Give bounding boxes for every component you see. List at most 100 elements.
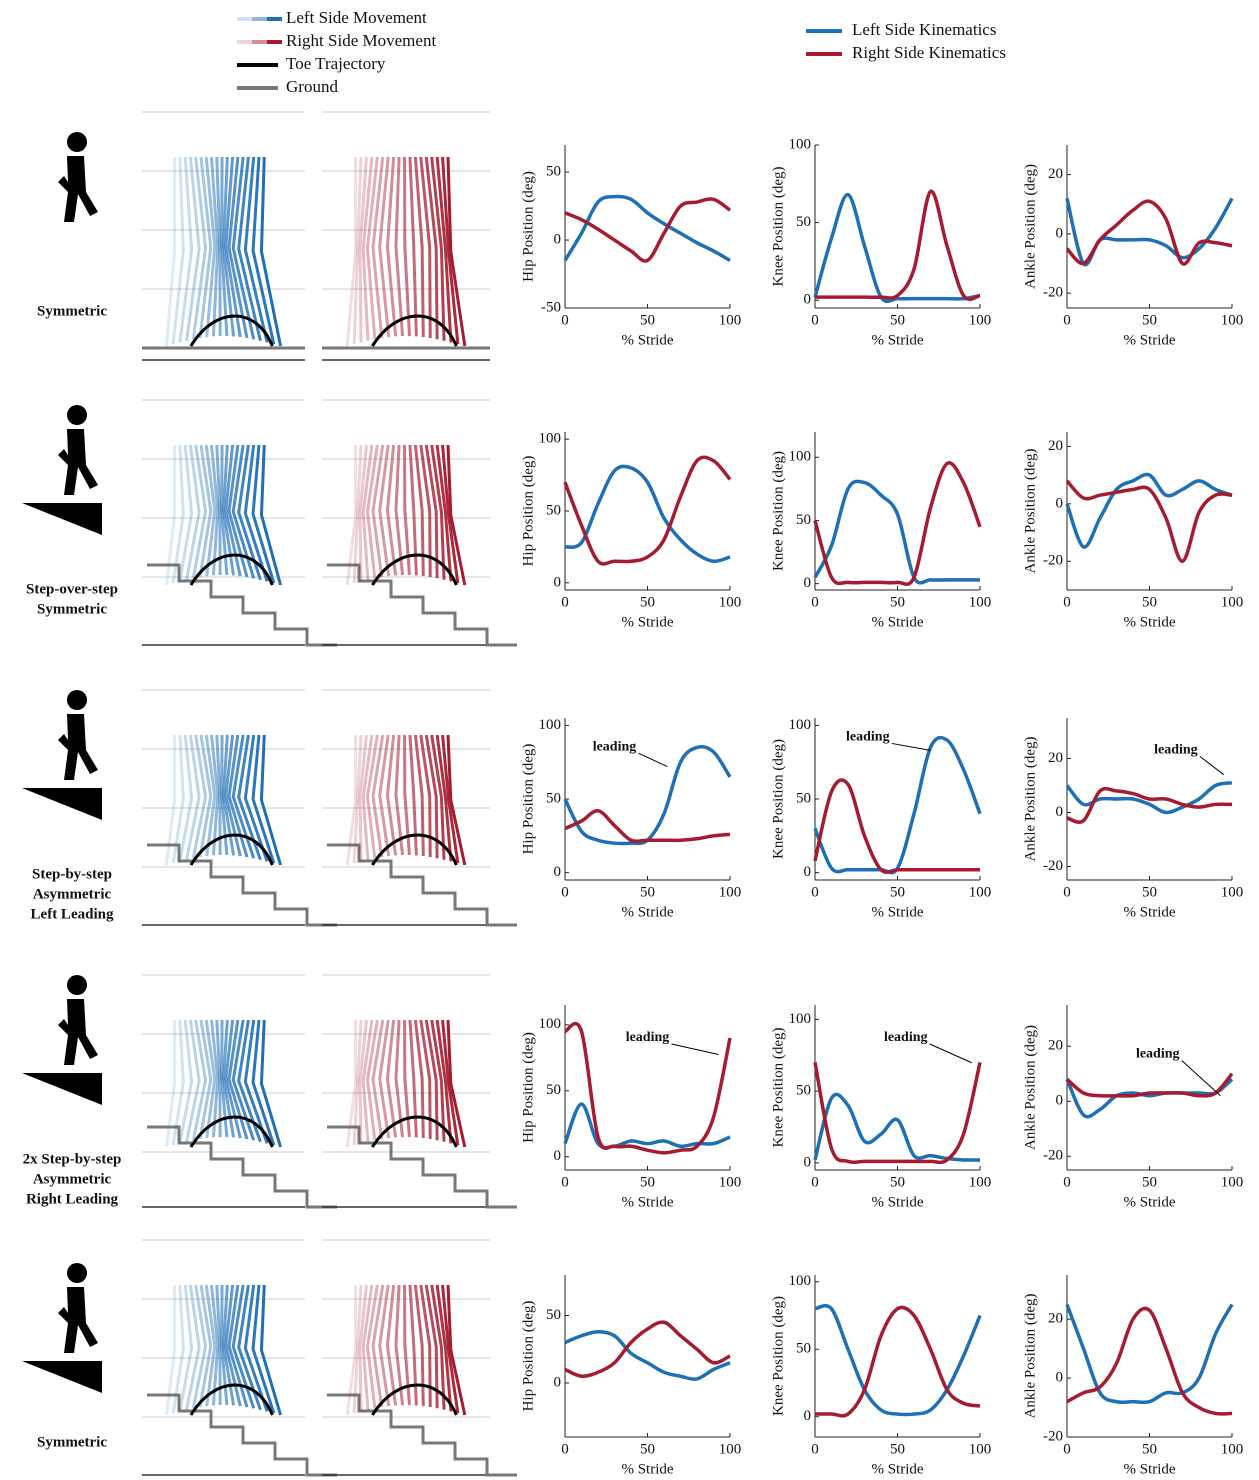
x-axis-label: % Stride — [621, 332, 673, 348]
row-label: Step-by-step — [32, 866, 112, 882]
row-label: Step-over-step — [26, 581, 118, 597]
x-tick-label: 0 — [811, 594, 819, 610]
person-icon — [22, 405, 102, 535]
y-axis-label: Knee Position (deg) — [770, 167, 786, 287]
x-tick-label: 0 — [811, 312, 819, 328]
y-tick-label: 0 — [804, 864, 812, 880]
annotation-pointer — [1182, 1061, 1221, 1096]
y-tick-label: 20 — [1048, 166, 1063, 182]
y-tick-label: 50 — [796, 1341, 811, 1357]
series-line — [565, 1104, 730, 1148]
leg-stick — [387, 1285, 395, 1405]
icon-stairs — [22, 503, 102, 535]
y-tick-label: -20 — [1043, 285, 1063, 301]
y-tick-label: 50 — [546, 164, 561, 180]
y-tick-label: 0 — [554, 1374, 562, 1390]
x-tick-label: 0 — [1063, 884, 1071, 900]
annotation-pointer — [672, 1044, 719, 1055]
x-tick-label: 50 — [640, 594, 655, 610]
annotation-pointer — [639, 753, 668, 766]
row-label: Asymmetric — [33, 1171, 112, 1187]
y-tick-label: 20 — [1048, 1311, 1063, 1327]
x-tick-label: 50 — [1142, 884, 1157, 900]
x-axis-label: % Stride — [621, 1461, 673, 1477]
annotation: leading — [626, 1030, 670, 1045]
x-axis-label: % Stride — [1123, 904, 1175, 920]
y-tick-label: 0 — [1056, 804, 1064, 820]
legend-label: Ground — [286, 77, 338, 96]
x-tick-label: 0 — [561, 594, 569, 610]
y-tick-label: -20 — [1043, 858, 1063, 874]
x-tick-label: 100 — [1221, 884, 1244, 900]
icon-body — [58, 429, 98, 495]
leg-stick — [261, 1285, 280, 1415]
icon-body — [58, 714, 98, 780]
annotation-pointer — [930, 1044, 972, 1063]
y-tick-label: 0 — [1056, 495, 1064, 511]
x-axis-label: % Stride — [1123, 1194, 1175, 1210]
y-tick-label: 100 — [539, 717, 562, 733]
series-line — [815, 195, 980, 302]
series-line — [565, 1322, 730, 1376]
y-tick-label: 100 — [539, 1016, 562, 1032]
row-label: Symmetric — [37, 601, 107, 617]
x-tick-label: 50 — [640, 884, 655, 900]
y-tick-label: 50 — [796, 790, 811, 806]
row-label: Right Leading — [26, 1191, 119, 1207]
x-tick-label: 100 — [1221, 1441, 1244, 1457]
icon-stairs — [22, 1361, 102, 1393]
x-tick-label: 100 — [719, 1441, 742, 1457]
x-tick-label: 0 — [811, 884, 819, 900]
x-axis-label: % Stride — [871, 332, 923, 348]
leg-stick — [387, 1020, 395, 1137]
series-line — [1067, 475, 1232, 548]
x-axis-label: % Stride — [871, 1461, 923, 1477]
y-tick-label: 100 — [789, 449, 812, 465]
series-line — [1067, 1079, 1232, 1116]
y-axis-label: Ankle Position (deg) — [1022, 449, 1038, 574]
y-tick-label: -20 — [1043, 553, 1063, 569]
x-tick-label: 100 — [719, 594, 742, 610]
series-line — [815, 463, 980, 585]
leg-stick — [387, 157, 395, 336]
legend-label: Toe Trajectory — [286, 54, 386, 73]
y-tick-label: 100 — [789, 717, 812, 733]
series-line — [565, 457, 730, 564]
x-tick-label: 0 — [561, 884, 569, 900]
icon-head — [67, 690, 87, 710]
leg-stick — [261, 1020, 280, 1147]
y-axis-label: Knee Position (deg) — [770, 1028, 786, 1148]
annotation: leading — [884, 1030, 928, 1045]
x-tick-label: 50 — [890, 1441, 905, 1457]
y-tick-label: -20 — [1043, 1428, 1063, 1444]
person-icon — [22, 690, 102, 820]
y-tick-label: 20 — [1048, 1038, 1063, 1054]
y-tick-label: 0 — [1056, 225, 1064, 241]
x-tick-label: 100 — [719, 884, 742, 900]
y-tick-label: 0 — [554, 232, 562, 248]
x-tick-label: 50 — [1142, 1441, 1157, 1457]
y-tick-label: 0 — [554, 864, 562, 880]
y-tick-label: 0 — [804, 1154, 812, 1170]
row-label: 2x Step-by-step — [23, 1151, 122, 1167]
series-line — [565, 196, 730, 260]
x-axis-label: % Stride — [621, 614, 673, 630]
x-tick-label: 0 — [811, 1441, 819, 1457]
x-axis-label: % Stride — [871, 1194, 923, 1210]
figure: Left Side MovementRight Side MovementToe… — [0, 0, 1259, 1480]
leg-stick — [410, 1020, 416, 1137]
icon-body — [58, 999, 98, 1065]
x-axis-label: % Stride — [621, 904, 673, 920]
x-tick-label: 50 — [1142, 1174, 1157, 1190]
y-tick-label: 50 — [796, 1083, 811, 1099]
annotation-pointer — [1200, 756, 1224, 774]
icon-head — [67, 975, 87, 995]
y-axis-label: Hip Position (deg) — [520, 744, 536, 855]
y-tick-label: 50 — [546, 1082, 561, 1098]
x-tick-label: 100 — [719, 1174, 742, 1190]
x-tick-label: 50 — [1142, 594, 1157, 610]
series-line — [815, 481, 980, 583]
leg-stick — [387, 735, 395, 855]
x-tick-label: 0 — [811, 1174, 819, 1190]
y-tick-label: -20 — [1043, 1148, 1063, 1164]
